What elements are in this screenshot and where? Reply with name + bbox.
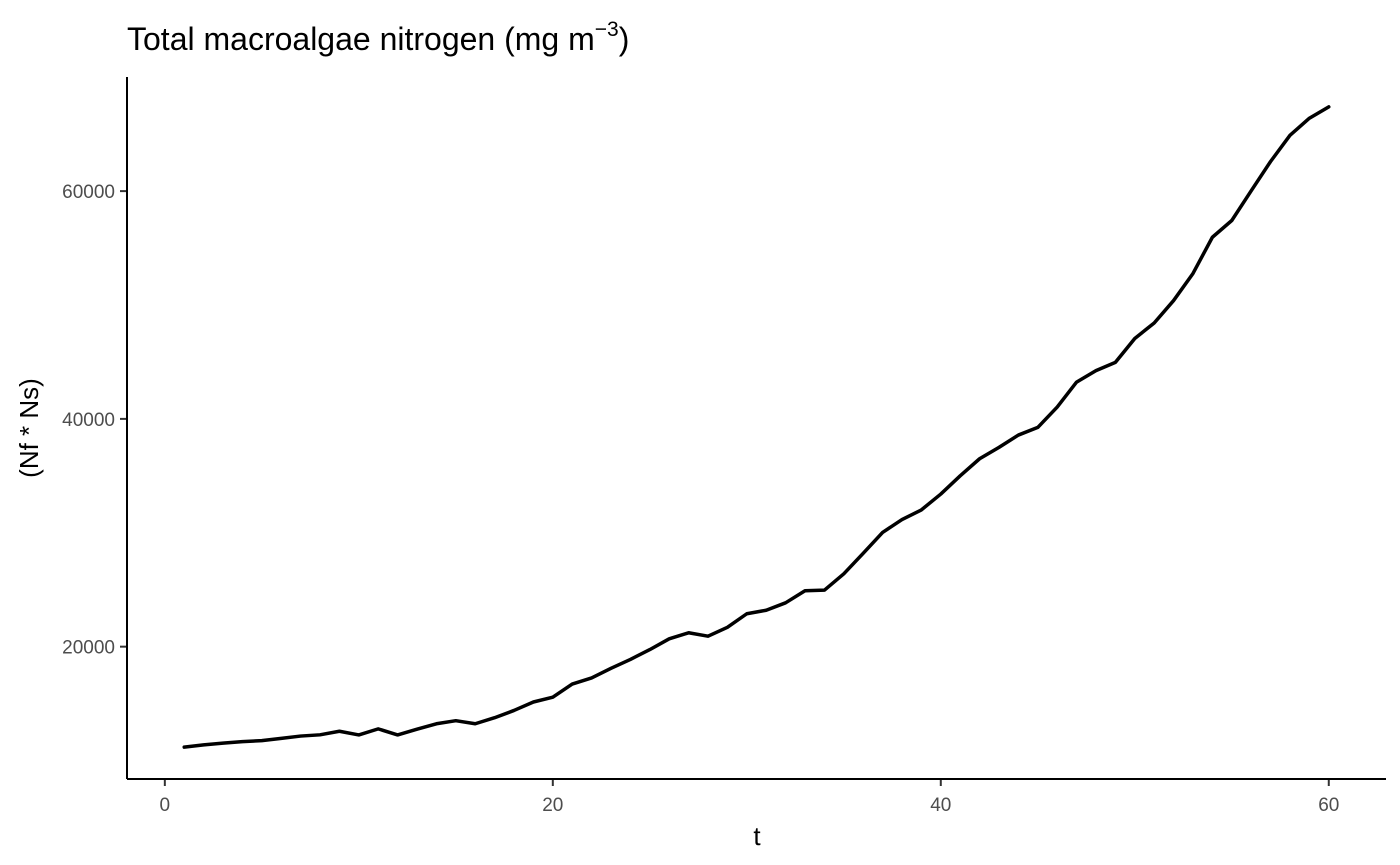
data-point xyxy=(920,508,923,512)
data-point xyxy=(377,727,380,731)
data-point xyxy=(202,743,205,747)
data-point xyxy=(978,457,981,460)
data-point xyxy=(900,518,904,521)
data-point xyxy=(1075,380,1078,384)
data-point xyxy=(1152,321,1156,325)
chart-title-closing: ) xyxy=(619,21,630,57)
chart-title-superscript: −3 xyxy=(595,18,619,41)
data-point xyxy=(571,682,574,686)
data-point xyxy=(1211,236,1214,239)
data-point xyxy=(590,676,593,680)
data-point xyxy=(1191,272,1195,275)
data-point xyxy=(1133,337,1136,340)
data-point xyxy=(842,572,845,575)
data-point xyxy=(435,722,438,725)
data-points xyxy=(183,105,1330,749)
data-point xyxy=(318,733,322,737)
data-point xyxy=(1114,361,1117,364)
data-point xyxy=(1094,369,1098,372)
data-point xyxy=(454,719,458,722)
y-tick-label: 40000 xyxy=(62,410,115,431)
x-tick-label: 40 xyxy=(930,795,951,816)
data-point xyxy=(512,709,516,712)
data-point xyxy=(706,634,710,638)
x-tick-label: 20 xyxy=(542,795,563,816)
data-point xyxy=(338,730,341,733)
series-line xyxy=(182,105,1331,749)
data-point xyxy=(997,446,1001,449)
data-point xyxy=(551,696,555,699)
data-point xyxy=(861,552,865,555)
data-point xyxy=(299,734,302,738)
data-point xyxy=(241,740,244,743)
x-tick-label: 0 xyxy=(160,795,171,816)
y-axis-ticks: 20000 40000 60000 xyxy=(62,182,127,659)
chart-title: Total macroalgae nitrogen (mg m−3) xyxy=(127,18,629,57)
data-point xyxy=(648,648,652,651)
y-tick-label: 60000 xyxy=(62,182,115,203)
data-point xyxy=(881,531,884,534)
chart-title-main: Total macroalgae nitrogen (mg m xyxy=(127,21,595,57)
data-point xyxy=(183,745,186,749)
data-point xyxy=(1269,160,1272,163)
data-point xyxy=(357,733,361,737)
data-point xyxy=(629,658,632,661)
data-point xyxy=(726,626,729,629)
data-point xyxy=(1172,299,1175,302)
data-point xyxy=(823,588,826,592)
data-point xyxy=(1327,105,1330,109)
x-axis-ticks: 0 20 40 60 xyxy=(160,779,1339,816)
data-point xyxy=(1017,433,1020,437)
data-point xyxy=(260,739,264,742)
y-axis-title: (Nf * Ns) xyxy=(14,378,44,478)
data-point xyxy=(1055,405,1059,409)
data-point xyxy=(668,637,671,641)
data-point xyxy=(396,733,399,737)
x-axis-title: t xyxy=(753,821,761,851)
data-point xyxy=(745,612,749,615)
data-point xyxy=(609,667,613,670)
data-point xyxy=(764,609,768,612)
data-point xyxy=(958,474,962,478)
data-point xyxy=(1308,117,1311,120)
data-point xyxy=(493,716,496,719)
y-tick-label: 20000 xyxy=(62,638,115,659)
data-point xyxy=(803,589,807,592)
data-point xyxy=(1249,189,1253,192)
data-point xyxy=(687,631,690,634)
data-point xyxy=(1288,134,1292,137)
data-point xyxy=(939,492,942,496)
x-tick-label: 60 xyxy=(1318,795,1339,816)
data-point xyxy=(784,601,787,605)
data-point xyxy=(280,737,283,740)
data-point xyxy=(532,700,535,704)
data-point xyxy=(221,741,225,745)
data-point xyxy=(415,728,419,731)
data-point xyxy=(474,722,477,725)
data-point xyxy=(1036,426,1039,429)
data-point xyxy=(1230,219,1233,222)
